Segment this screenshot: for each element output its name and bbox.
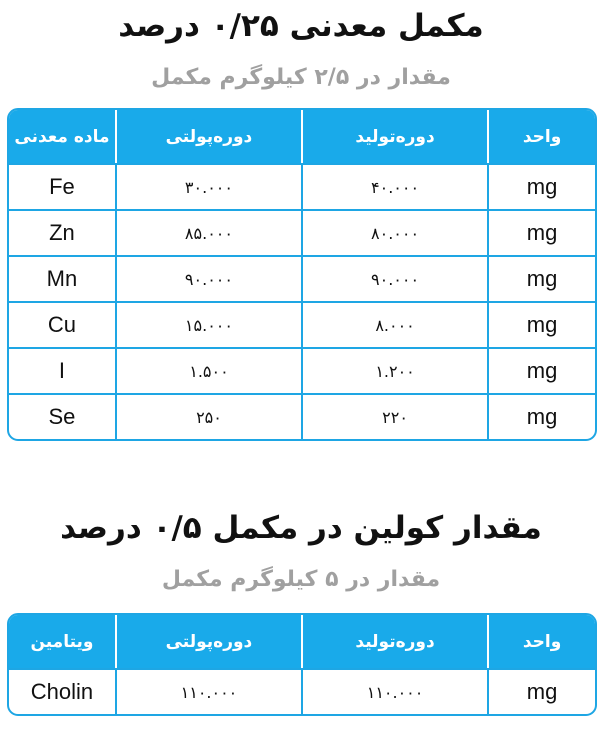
table-cell: mg: [487, 395, 595, 439]
subtitle: مقدار در ۵ کیلوگرم مکمل: [161, 567, 441, 592]
table-cell: ۲۵۰: [114, 395, 301, 439]
header-cell: واحد: [487, 615, 595, 668]
table-row: I ۱.۵۰۰ ۱.۲۰۰ mg: [9, 347, 595, 393]
header-row: ویتامین دوره‌پولتی دوره‌تولید واحد: [9, 615, 595, 668]
table-cell: ۹۰.۰۰۰: [114, 257, 301, 301]
table-cell: ۳۰.۰۰۰: [114, 165, 301, 209]
table: ویتامین دوره‌پولتی دوره‌تولید واحد Cholin ۱۱۰…: [7, 613, 597, 716]
table-cell: ۴۰.۰۰۰: [301, 165, 487, 209]
header-cell: دوره‌پولتی: [114, 110, 301, 163]
table-cell: mg: [487, 257, 595, 301]
table-cell: ۸۰.۰۰۰: [301, 211, 487, 255]
table-cell: ۱۱۰.۰۰۰: [114, 670, 301, 714]
table-cell: ۱.۲۰۰: [301, 349, 487, 393]
table-cell: ۱۱۰.۰۰۰: [301, 670, 487, 714]
header-cell: دوره‌پولتی: [114, 615, 301, 668]
section: مکمل معدنی ۰/۲۵ درصد مقدار در ۲/۵ کیلوگر…: [0, 4, 602, 441]
table-cell: mg: [487, 211, 595, 255]
title: مقدار کولین در مکمل ۰/۵ درصد: [60, 510, 542, 546]
table-cell: Cu: [47, 312, 77, 337]
table-row: Zn ۸۵.۰۰۰ ۸۰.۰۰۰ mg: [9, 209, 595, 255]
table-cell: mg: [487, 165, 595, 209]
table-cell: ۱۵.۰۰۰: [114, 303, 301, 347]
table-cell: ۱.۵۰۰: [114, 349, 301, 393]
table-row: Cholin ۱۱۰.۰۰۰ ۱۱۰.۰۰۰ mg: [9, 668, 595, 714]
header-cell: ویتامین: [30, 631, 94, 652]
table-cell: ۸.۰۰۰: [301, 303, 487, 347]
table-cell: Fe: [49, 174, 75, 199]
table-cell: mg: [487, 670, 595, 714]
header-row: ماده معدنی دوره‌پولتی دوره‌تولید واحد: [9, 110, 595, 163]
header-cell: دوره‌تولید: [301, 615, 487, 668]
table-cell: ۹۰.۰۰۰: [301, 257, 487, 301]
table: ماده معدنی دوره‌پولتی دوره‌تولید واحد Fe ۳۰.۰…: [7, 108, 597, 441]
table-row: Cu ۱۵.۰۰۰ ۸.۰۰۰ mg: [9, 301, 595, 347]
table-cell: ۸۵.۰۰۰: [114, 211, 301, 255]
header-cell: ماده معدنی: [14, 126, 110, 147]
table-row: Fe ۳۰.۰۰۰ ۴۰.۰۰۰ mg: [9, 163, 595, 209]
table-cell: mg: [487, 349, 595, 393]
table-row: Se ۲۵۰ ۲۲۰ mg: [9, 393, 595, 439]
table-cell: I: [58, 358, 66, 383]
table-row: Mn ۹۰.۰۰۰ ۹۰.۰۰۰ mg: [9, 255, 595, 301]
section: مقدار کولین در مکمل ۰/۵ درصد مقدار در ۵ …: [0, 506, 602, 716]
table-cell: mg: [487, 303, 595, 347]
table-cell: ۲۲۰: [301, 395, 487, 439]
header-cell: واحد: [487, 110, 595, 163]
table-cell: Se: [48, 404, 76, 429]
subtitle: مقدار در ۲/۵ کیلوگرم مکمل: [151, 65, 451, 90]
table-cell: Cholin: [30, 679, 94, 704]
table-cell: Mn: [46, 266, 78, 291]
header-cell: دوره‌تولید: [301, 110, 487, 163]
table-cell: Zn: [49, 220, 75, 245]
title: مکمل معدنی ۰/۲۵ درصد: [118, 8, 484, 44]
